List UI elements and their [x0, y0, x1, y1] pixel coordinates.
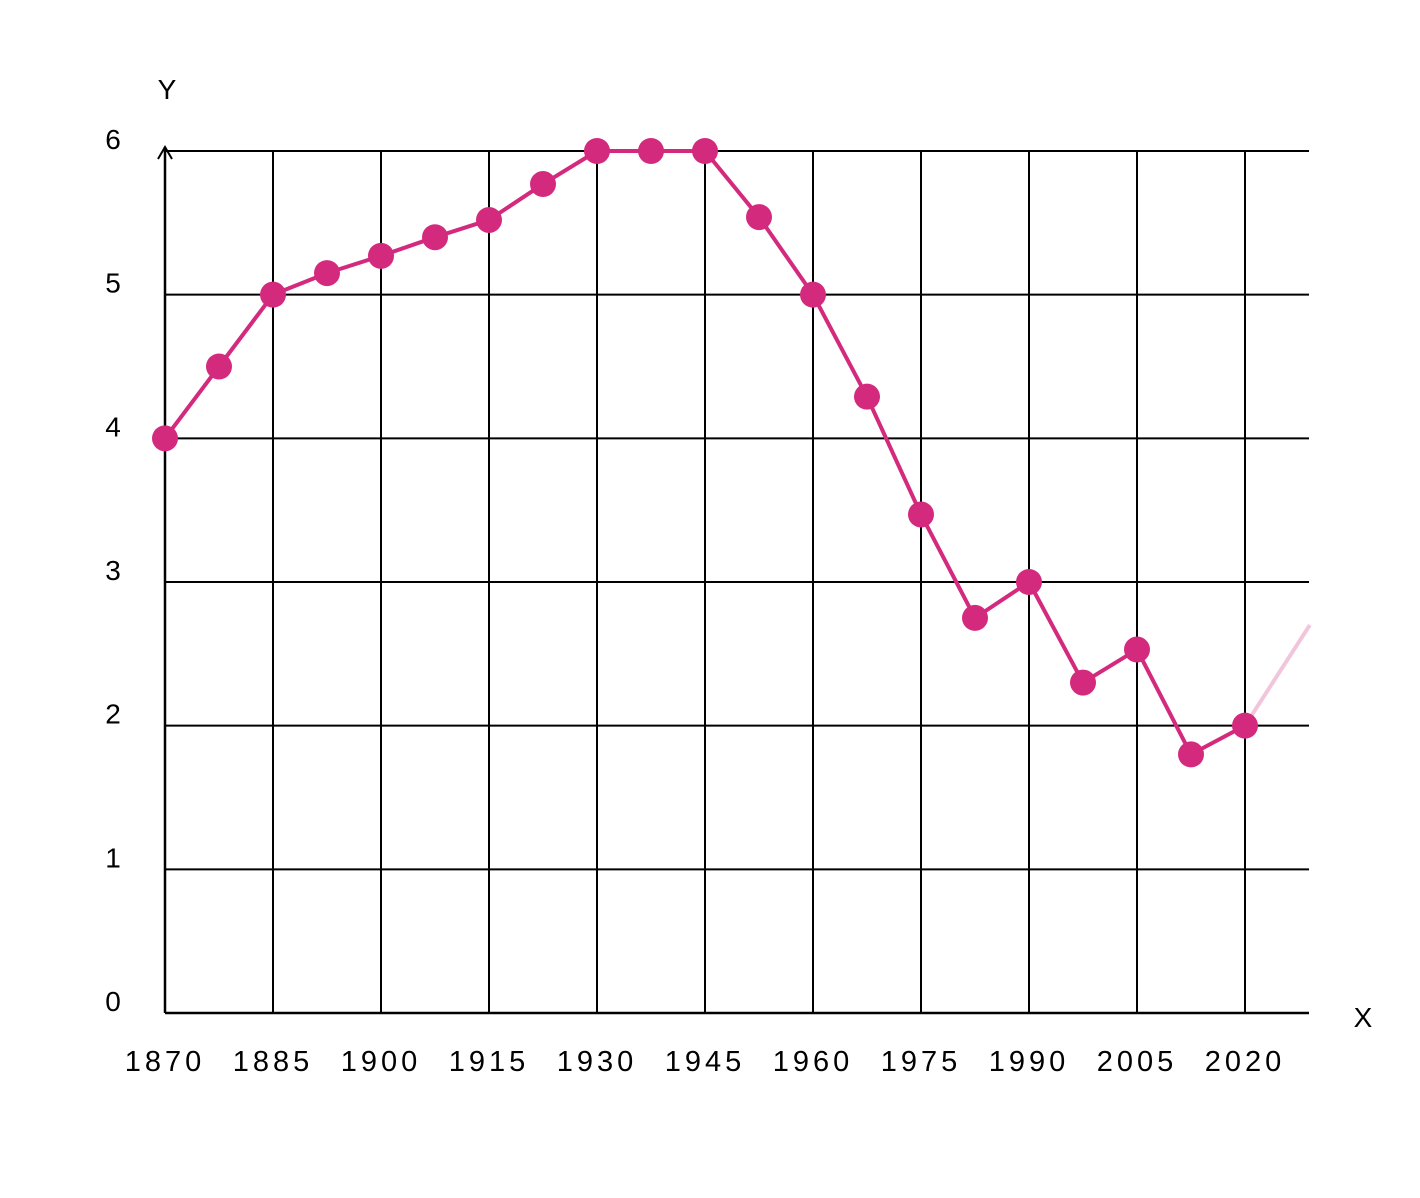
x-tick-label: 1870	[125, 1046, 206, 1078]
data-point	[800, 281, 826, 308]
data-point	[746, 204, 772, 231]
data-point	[908, 501, 934, 528]
y-tick-labels: 0 1 2 3 4 5 6	[105, 124, 121, 1017]
y-tick-label: 6	[105, 124, 121, 155]
data-point	[584, 138, 610, 164]
y-tick-label: 1	[105, 842, 121, 873]
data-point	[962, 604, 988, 631]
x-tick-label: 1975	[881, 1046, 962, 1078]
x-tick-label: 1945	[665, 1046, 746, 1078]
data-point	[1070, 669, 1096, 696]
data-point	[260, 281, 286, 308]
data-point	[1232, 712, 1258, 739]
y-axis-arrow-icon	[157, 145, 173, 160]
x-tick-label: 2005	[1097, 1046, 1178, 1078]
x-axis-title: X	[1354, 1002, 1373, 1033]
x-tick-label: 1900	[341, 1046, 422, 1078]
projection-line	[1243, 624, 1312, 727]
data-point	[692, 138, 718, 164]
x-tick-label: 1990	[989, 1046, 1070, 1078]
y-tick-label: 5	[105, 268, 121, 299]
y-tick-label: 4	[105, 411, 121, 442]
data-point	[422, 224, 448, 251]
data-point	[206, 353, 232, 380]
x-tick-label: 1930	[557, 1046, 638, 1078]
data-point	[368, 242, 394, 269]
data-series	[152, 138, 1312, 768]
data-point	[152, 425, 178, 452]
x-tick-label: 1885	[233, 1046, 314, 1078]
axes	[157, 145, 1309, 1015]
x-tick-labels: 1870 1885 1900 1915 1930 1945 1960 1975 1990 2005…	[125, 1046, 1286, 1078]
data-point	[1124, 636, 1150, 663]
x-tick-label: 1960	[773, 1046, 854, 1078]
data-point	[1016, 569, 1042, 595]
data-point	[530, 171, 556, 198]
data-point	[476, 206, 502, 233]
y-axis-title: Y	[158, 74, 177, 105]
data-point	[1178, 741, 1204, 768]
x-tick-label: 2020	[1205, 1046, 1286, 1078]
y-tick-label: 3	[105, 555, 121, 586]
y-tick-label: 2	[105, 699, 121, 730]
data-point	[854, 383, 880, 410]
data-point	[638, 138, 664, 164]
data-point	[314, 260, 340, 287]
y-tick-label: 0	[105, 986, 121, 1017]
x-tick-label: 1915	[449, 1046, 530, 1078]
